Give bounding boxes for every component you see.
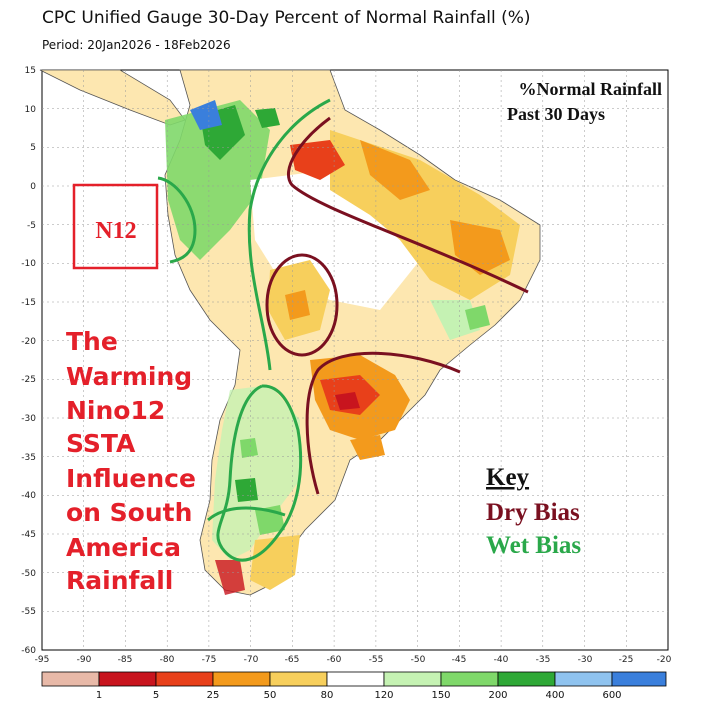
key-title: Key xyxy=(486,464,530,491)
lat-tick: 0 xyxy=(30,182,36,192)
colorbar-swatch xyxy=(497,671,556,687)
colorbar-swatch xyxy=(554,671,613,687)
lon-tick: -80 xyxy=(160,655,175,665)
dry-contour-pantanal xyxy=(265,253,339,357)
colorbar-swatch xyxy=(326,671,385,687)
lat-tick: -50 xyxy=(21,569,36,579)
annotation-line: SSTA xyxy=(66,429,136,458)
annotation-line: The xyxy=(66,327,118,356)
lat-tick: -55 xyxy=(21,607,36,617)
dry-contour-south xyxy=(305,351,461,495)
wet-contour-andes xyxy=(247,98,331,371)
lat-tick: -25 xyxy=(21,375,36,385)
lon-tick: -20 xyxy=(657,655,672,665)
dry-contour-north xyxy=(286,116,529,294)
colorbar-swatch xyxy=(383,671,442,687)
lon-tick: -50 xyxy=(411,655,426,665)
lon-tick: -95 xyxy=(35,655,50,665)
colorbar-label: 200 xyxy=(488,690,507,701)
colorbar-swatch xyxy=(41,671,100,687)
colorbar-label: 80 xyxy=(321,690,334,701)
colorbar-labels: 1 5 25 50 80 120 150 200 400 600 xyxy=(96,690,622,701)
lon-tick: -90 xyxy=(77,655,92,665)
n12-label: N12 xyxy=(95,218,136,244)
annotation: The Warming Nino12 SSTA Influence on Sou… xyxy=(66,327,196,595)
wet-contour-tail xyxy=(207,506,286,522)
lon-tick: -75 xyxy=(202,655,217,665)
colorbar-label: 120 xyxy=(374,690,393,701)
inset-title-line1: %Normal Rainfall xyxy=(519,79,663,99)
lat-tick: 5 xyxy=(30,143,36,153)
colorbar-label: 5 xyxy=(153,690,159,701)
lat-tick: 15 xyxy=(25,66,36,76)
lon-tick: -40 xyxy=(494,655,509,665)
wet-contour-west xyxy=(157,176,197,264)
colorbar-swatch xyxy=(212,671,271,687)
colorbar-label: 25 xyxy=(207,690,220,701)
lat-tick: 10 xyxy=(25,105,37,115)
lat-tick: -35 xyxy=(21,453,36,463)
annotation-line: America xyxy=(66,533,181,562)
colorbar-swatch xyxy=(611,671,667,687)
rainfall-fill xyxy=(165,100,520,595)
colorbar-label: 1 xyxy=(96,690,102,701)
lat-ticks: 15 10 5 0 -5 -10 -15 -20 -25 -30 -35 -40… xyxy=(21,66,36,656)
n12-box xyxy=(72,183,159,270)
period-label: Period: 20Jan2026 - 18Feb2026 xyxy=(42,38,231,52)
dry-bias-contours xyxy=(265,116,529,495)
key-wet: Wet Bias xyxy=(486,532,581,559)
annotation-line: Rainfall xyxy=(66,566,173,595)
colorbar-label: 400 xyxy=(545,690,564,701)
wet-contour-south xyxy=(216,384,303,562)
lon-tick: -70 xyxy=(244,655,259,665)
wet-bias-contours xyxy=(157,98,331,562)
map-title: CPC Unified Gauge 30-Day Percent of Norm… xyxy=(42,8,531,28)
colorbar-swatch xyxy=(440,671,499,687)
colorbar-swatch xyxy=(98,671,157,687)
colorbar-swatch xyxy=(269,671,328,687)
annotation-line: Influence xyxy=(66,464,196,493)
annotation-line: on South xyxy=(66,498,192,527)
lon-ticks: -95 -90 -85 -80 -75 -70 -65 -60 -55 -50 … xyxy=(35,655,672,665)
lat-tick: -60 xyxy=(21,646,36,656)
lon-tick: -25 xyxy=(619,655,634,665)
colorbar-swatch xyxy=(155,671,214,687)
colorbar-label: 600 xyxy=(602,690,621,701)
lat-tick: -5 xyxy=(27,221,36,231)
lat-tick: -15 xyxy=(21,298,36,308)
lon-tick: -65 xyxy=(285,655,300,665)
lon-tick: -55 xyxy=(369,655,384,665)
graticule xyxy=(42,70,668,650)
lat-tick: -10 xyxy=(21,259,36,269)
lat-tick: -30 xyxy=(21,414,36,424)
colorbar-label: 150 xyxy=(431,690,450,701)
inset-title-line2: Past 30 Days xyxy=(507,104,605,124)
lat-tick: -20 xyxy=(21,337,36,347)
lon-tick: -35 xyxy=(536,655,551,665)
lat-tick: -45 xyxy=(21,530,36,540)
lon-tick: -45 xyxy=(452,655,467,665)
lat-tick: -40 xyxy=(21,491,36,501)
lon-tick: -85 xyxy=(118,655,133,665)
annotation-line: Warming xyxy=(66,362,192,391)
lon-tick: -60 xyxy=(327,655,342,665)
key-dry: Dry Bias xyxy=(486,499,580,526)
lon-tick: -30 xyxy=(578,655,593,665)
annotation-line: Nino12 xyxy=(66,396,165,425)
colorbar xyxy=(41,671,667,687)
colorbar-label: 50 xyxy=(264,690,277,701)
